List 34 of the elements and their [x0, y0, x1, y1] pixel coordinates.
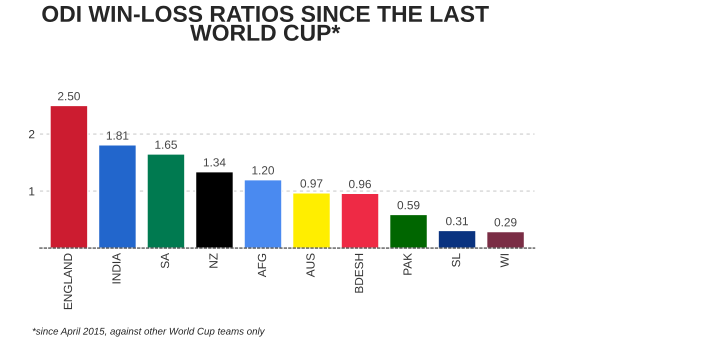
- bar: [486, 230, 526, 248]
- bar: [146, 153, 186, 248]
- data-label: 0.29: [494, 218, 516, 226]
- bar: [388, 214, 428, 248]
- bar: [437, 230, 477, 248]
- x-tick-label: ENGLAND: [64, 254, 72, 310]
- text: *since April 2015, against other World Cup teams only: [32, 328, 266, 337]
- data-label: 0.97: [300, 179, 322, 188]
- data-label: 1.65: [155, 140, 177, 149]
- data-label: 1.81: [106, 131, 128, 140]
- x-tick-label: NZ: [209, 253, 218, 268]
- x-tick-label: PAK: [403, 253, 412, 275]
- data-label: 2.50: [58, 92, 80, 100]
- bar: [243, 178, 283, 248]
- bar: [292, 192, 332, 248]
- x-tick-label: SA: [160, 252, 170, 268]
- bar: [194, 170, 234, 248]
- bar: [98, 144, 138, 248]
- data-label: 0.59: [398, 200, 420, 210]
- x-tick-label: BDESH: [354, 254, 364, 293]
- x-tick-label: SL: [452, 253, 460, 267]
- bar: [49, 105, 89, 248]
- data-label: 1.34: [204, 158, 226, 167]
- x-tick-label: AFG: [258, 254, 266, 278]
- data-label: 1.20: [252, 166, 274, 175]
- y-tick-label: 1: [29, 187, 34, 196]
- y-tick-label: 2: [28, 130, 34, 138]
- chart-title: ODI WIN-LOSS RATIOS SINCE THE LAST WORLD CUP*: [42, 6, 489, 41]
- bar: [340, 192, 380, 248]
- data-label: 0.96: [348, 180, 371, 188]
- x-tick-label: INDIA: [112, 252, 120, 284]
- x-tick-label: WI: [500, 254, 509, 268]
- data-label: 0.31: [446, 216, 468, 226]
- x-tick-label: AUS: [306, 254, 315, 278]
